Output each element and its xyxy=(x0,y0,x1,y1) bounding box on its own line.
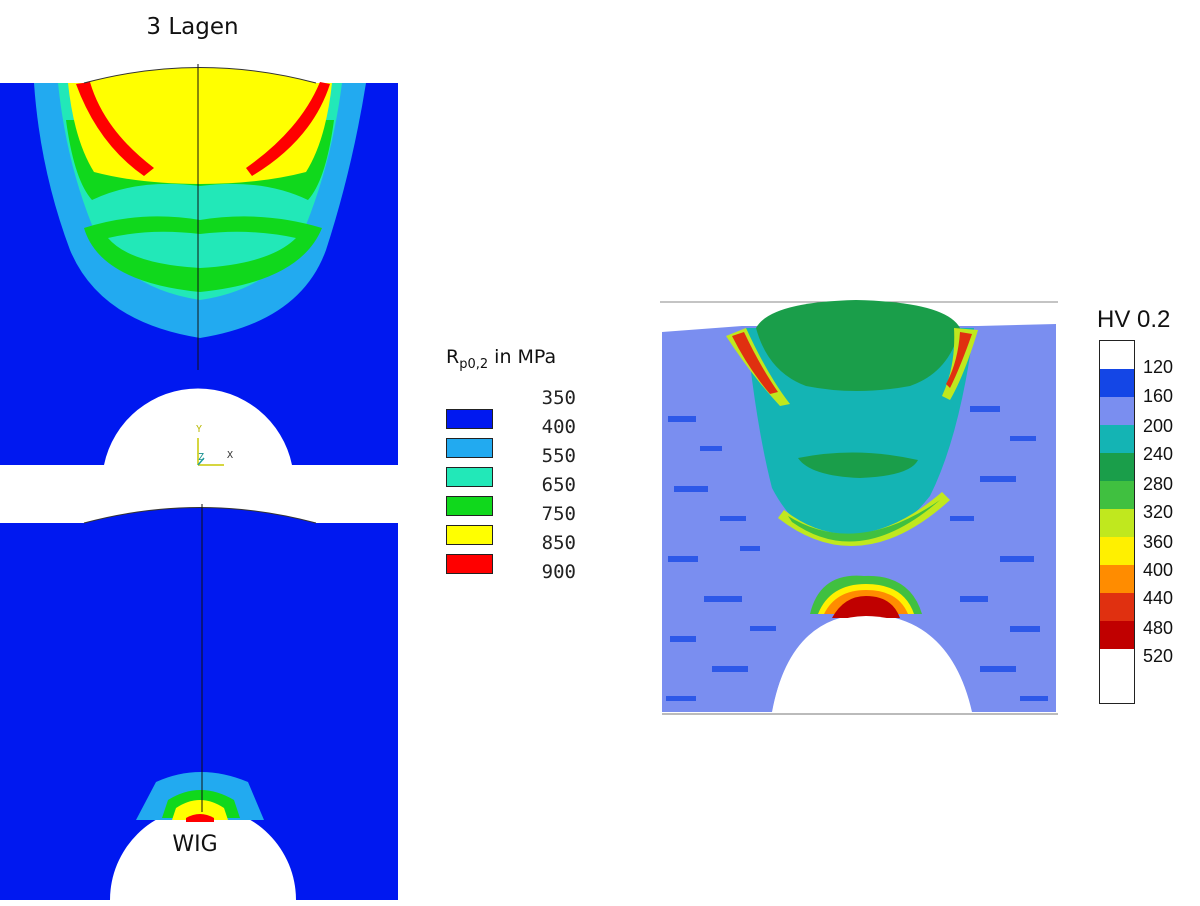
hardness-zone-280-cap xyxy=(756,300,960,391)
top-fe-contour-plot: Y Z X xyxy=(0,64,398,466)
hv-value-160: 160 xyxy=(1143,386,1174,406)
hv-swatch-2 xyxy=(1099,369,1135,397)
rp-value-750: 750 xyxy=(541,503,576,525)
hv-value-440: 440 xyxy=(1143,588,1174,608)
hv-swatch-3 xyxy=(1099,397,1135,425)
rp-swatch-3 xyxy=(446,467,493,487)
hardness-map xyxy=(660,300,1058,715)
zone-650-inner xyxy=(108,231,296,268)
bottom-base-metal xyxy=(0,507,398,900)
axis-z-label: Z xyxy=(198,452,204,463)
zone-900-right xyxy=(246,82,330,176)
rp-value-850: 850 xyxy=(541,532,576,554)
hv-swatch-11 xyxy=(1099,621,1135,649)
hardness-zone-320-arc xyxy=(788,500,940,542)
hv-swatch-12 xyxy=(1099,649,1135,703)
hv-value-240: 240 xyxy=(1143,444,1174,464)
hv-swatch-1 xyxy=(1099,341,1135,369)
rp-value-400: 400 xyxy=(541,416,576,438)
rp-swatch-4 xyxy=(446,496,493,516)
hv-swatch-5 xyxy=(1099,453,1135,481)
hv-swatch-10 xyxy=(1099,593,1135,621)
axis-x-label: X xyxy=(227,450,233,461)
hv-value-200: 200 xyxy=(1143,416,1174,436)
hardness-zone-280-mid xyxy=(798,452,918,478)
hardness-root-zone-520 xyxy=(832,596,900,618)
rp-value-350: 350 xyxy=(541,387,576,409)
hardness-root-cavity xyxy=(772,616,972,714)
hv-value-120: 120 xyxy=(1143,357,1174,377)
bottom-zone-850 xyxy=(172,800,228,820)
hv-swatch-9 xyxy=(1099,565,1135,593)
rp-swatch-5 xyxy=(446,525,493,545)
hv-value-520: 520 xyxy=(1143,646,1174,666)
rp-value-650: 650 xyxy=(541,474,576,496)
hv-value-480: 480 xyxy=(1143,618,1174,638)
rp-legend-title: Rp0,2 in MPa xyxy=(446,346,556,372)
hv-value-280: 280 xyxy=(1143,474,1174,494)
rp-legend-title-main: R xyxy=(446,346,460,368)
rp-swatch-1 xyxy=(446,409,493,429)
rp-legend-title-sub: p0,2 xyxy=(459,356,489,372)
hardness-speckle xyxy=(666,406,1048,701)
hv-swatch-6 xyxy=(1099,481,1135,509)
hv-legend-title: HV 0.2 xyxy=(1097,306,1171,333)
axis-y-label: Y xyxy=(196,424,202,435)
rp-swatch-2 xyxy=(446,438,493,458)
hv-value-320: 320 xyxy=(1143,502,1174,522)
rp-value-550: 550 xyxy=(541,445,576,467)
hv-value-360: 360 xyxy=(1143,532,1174,552)
rp-value-900: 900 xyxy=(541,561,576,583)
wig-label: WIG xyxy=(172,832,218,857)
rp-legend-title-rest: in MPa xyxy=(488,346,557,368)
hv-swatch-8 xyxy=(1099,537,1135,565)
hv-value-400: 400 xyxy=(1143,560,1174,580)
bottom-fe-contour-plot xyxy=(0,504,398,900)
hv-swatch-4 xyxy=(1099,425,1135,453)
bottom-zone-900 xyxy=(186,814,214,822)
hardness-zone-480-left xyxy=(732,332,778,394)
hv-swatch-7 xyxy=(1099,509,1135,537)
rp-swatch-6 xyxy=(446,554,493,574)
top-model-title: 3 Lagen xyxy=(146,14,239,40)
hardness-zone-480-right xyxy=(946,332,972,388)
zone-900-left xyxy=(76,82,154,176)
